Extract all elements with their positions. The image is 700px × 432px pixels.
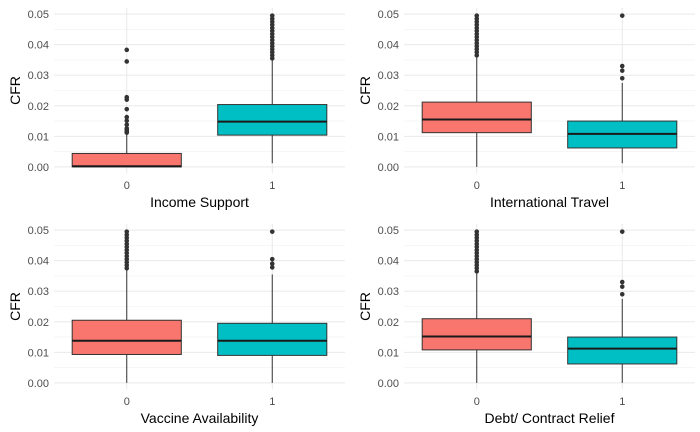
y-tick-label: 0.03 [378, 286, 399, 298]
outlier-point [269, 265, 275, 270]
y-tick-label: 0.04 [28, 40, 49, 52]
outlier-point [124, 130, 130, 135]
x-tick-label: 0 [124, 180, 130, 192]
boxplot-panel-3: 0.00 0.01 0.02 0.03 0.04 0.05 0 1 Vaccine Availa… [7, 224, 345, 426]
y-axis-label: CFR [7, 76, 23, 105]
outlier-point [124, 59, 130, 64]
outlier-point [124, 47, 130, 53]
x-axis-label: Debt/ Contract Relief [485, 410, 615, 426]
outlier-point [269, 229, 275, 234]
outlier-point [619, 279, 625, 285]
box-body [421, 318, 532, 351]
y-axis-label: CFR [357, 292, 373, 321]
y-tick-label: 0.02 [378, 317, 399, 329]
outlier-point [124, 229, 130, 234]
boxplot-panel-2: 0.00 0.01 0.02 0.03 0.04 0.05 0 1 International … [357, 8, 695, 210]
outlier-point [474, 229, 480, 234]
box-1 [567, 13, 678, 164]
box-body [567, 336, 678, 365]
y-tick-label: 0.05 [28, 225, 49, 237]
box-0 [71, 47, 182, 168]
y-tick-label: 0.05 [378, 225, 399, 237]
outlier-point [124, 122, 130, 128]
y-tick-label: 0.05 [378, 9, 399, 21]
x-tick-label: 0 [474, 180, 480, 192]
box-body [217, 104, 328, 136]
y-tick-label: 0.01 [28, 131, 49, 143]
y-tick-label: 0.00 [28, 378, 49, 390]
y-tick-label: 0.02 [28, 317, 49, 329]
y-tick-label: 0.04 [378, 40, 399, 52]
outlier-point [619, 63, 625, 69]
boxplot-panel-4: 0.00 0.01 0.02 0.03 0.04 0.05 0 1 Debt/ Contract… [357, 224, 695, 426]
outlier-point [124, 106, 130, 112]
y-tick-label: 0.01 [378, 347, 399, 359]
outlier-point [269, 13, 275, 18]
y-tick-label: 0.01 [28, 347, 49, 359]
outlier-point [124, 97, 130, 102]
box-0 [421, 13, 532, 167]
y-axis-label: CFR [7, 292, 23, 321]
outlier-point [619, 229, 625, 234]
x-tick-label: 1 [619, 180, 625, 192]
box-body [71, 152, 182, 168]
box-body [71, 319, 182, 355]
box-1 [567, 229, 678, 383]
y-tick-label: 0.03 [28, 286, 49, 298]
boxplot-panel-1: 0.00 0.01 0.02 0.03 0.04 0.05 0 1 Income Support… [7, 8, 345, 210]
box-body [217, 322, 328, 356]
y-tick-label: 0.04 [28, 256, 49, 268]
y-tick-label: 0.05 [28, 9, 49, 21]
x-tick-label: 0 [124, 396, 130, 408]
x-axis-label: Income Support [150, 194, 249, 210]
outlier-point [619, 75, 625, 81]
x-tick-label: 1 [269, 180, 275, 192]
y-tick-label: 0.00 [378, 378, 399, 390]
box-0 [421, 229, 532, 383]
x-axis-label: International Travel [490, 194, 609, 210]
outlier-point [474, 13, 480, 18]
outlier-point [619, 291, 625, 297]
y-tick-label: 0.02 [378, 101, 399, 113]
x-tick-label: 0 [474, 396, 480, 408]
outlier-point [269, 261, 275, 267]
x-tick-label: 1 [269, 396, 275, 408]
outlier-point [269, 256, 275, 262]
outlier-point [619, 284, 625, 289]
box-0 [71, 229, 182, 383]
x-axis-label: Vaccine Availability [141, 410, 259, 426]
outlier-point [619, 13, 625, 18]
box-body [421, 101, 532, 134]
outlier-point [124, 114, 130, 120]
y-tick-label: 0.04 [378, 256, 399, 268]
y-tick-label: 0.03 [378, 70, 399, 82]
outlier-point [619, 68, 625, 73]
y-tick-label: 0.03 [28, 70, 49, 82]
x-tick-label: 1 [619, 396, 625, 408]
y-tick-label: 0.01 [378, 131, 399, 143]
outlier-point [124, 118, 130, 124]
y-tick-label: 0.02 [28, 101, 49, 113]
box-1 [217, 229, 328, 383]
y-tick-label: 0.00 [28, 162, 49, 174]
y-tick-label: 0.00 [378, 162, 399, 174]
y-axis-label: CFR [357, 76, 373, 105]
box-1 [217, 13, 328, 164]
